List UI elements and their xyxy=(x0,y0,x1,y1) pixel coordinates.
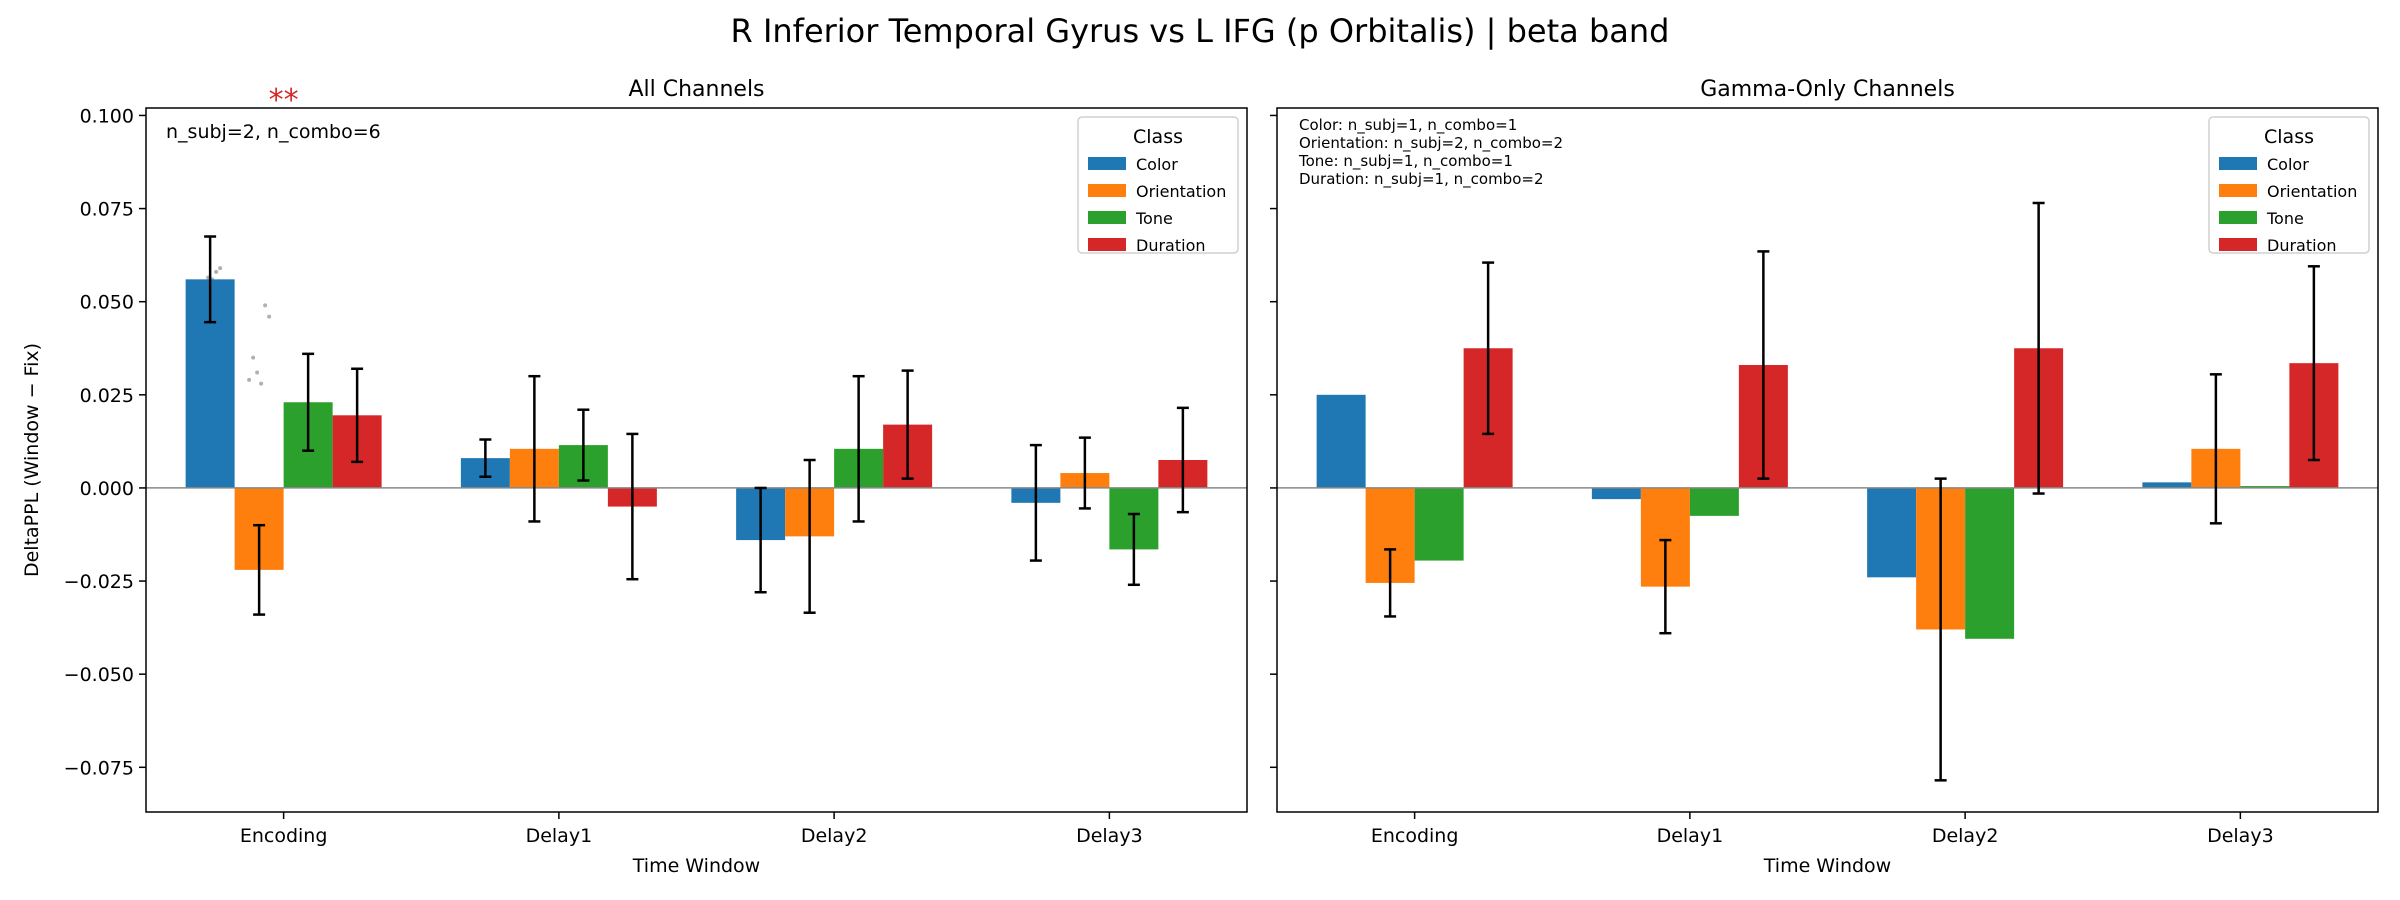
legend-swatch xyxy=(1088,157,1126,170)
data-point xyxy=(247,377,252,382)
data-point xyxy=(267,314,272,319)
y-tick-label: 0.050 xyxy=(80,292,134,314)
data-point xyxy=(214,269,219,274)
legend-label: Duration xyxy=(2267,236,2337,255)
bar-tone-delay3 xyxy=(2240,486,2290,488)
bar-tone-delay1 xyxy=(1689,487,1739,516)
axes-frame xyxy=(1276,107,2379,813)
n-annotation-line: Duration: n_subj=1, n_combo=2 xyxy=(1299,170,1544,189)
y-tick-label: 0.100 xyxy=(80,105,134,127)
x-tick-label: Delay3 xyxy=(2207,825,2274,847)
legend-label: Color xyxy=(1136,155,1178,174)
x-axis-label: Time Window xyxy=(1763,855,1891,877)
bar-color-encoding xyxy=(1316,394,1366,488)
legend-swatch xyxy=(1088,238,1126,251)
y-axis-label: DeltaPPL (Window − Fix) xyxy=(21,343,43,577)
x-tick-label: Delay2 xyxy=(801,825,868,847)
data-point xyxy=(259,381,264,386)
y-tick-label: −0.050 xyxy=(64,664,134,686)
legend-label: Tone xyxy=(1135,209,1173,228)
legend-swatch xyxy=(2219,157,2257,170)
legend-swatch xyxy=(1088,184,1126,197)
legend-label: Color xyxy=(2267,155,2309,174)
significance-marker: ** xyxy=(269,83,299,118)
x-tick-label: Delay2 xyxy=(1932,825,1999,847)
y-tick-label: −0.075 xyxy=(64,757,134,779)
legend-swatch xyxy=(1088,211,1126,224)
legend-swatch xyxy=(2219,184,2257,197)
x-tick-label: Encoding xyxy=(240,825,328,847)
legend-label: Orientation xyxy=(2267,182,2357,201)
axes-frame xyxy=(145,107,1248,813)
y-tick-label: 0.075 xyxy=(80,199,134,221)
legend-label: Duration xyxy=(1136,236,1206,255)
data-point xyxy=(251,355,256,360)
data-point xyxy=(263,303,268,308)
bar-tone-encoding xyxy=(1414,487,1464,561)
legend-swatch xyxy=(2219,211,2257,224)
n-annotation-line: Tone: n_subj=1, n_combo=1 xyxy=(1298,152,1513,171)
bar-color-delay1 xyxy=(1591,487,1641,500)
x-tick-label: Delay1 xyxy=(526,825,593,847)
n-annotation-line: Orientation: n_subj=2, n_combo=2 xyxy=(1299,134,1563,153)
y-tick-label: −0.025 xyxy=(64,571,134,593)
n-annotation-line: Color: n_subj=1, n_combo=1 xyxy=(1299,116,1517,135)
legend-label: Tone xyxy=(2266,209,2304,228)
bar-color-delay3 xyxy=(2142,482,2192,488)
data-point xyxy=(255,370,260,375)
y-tick-label: 0.025 xyxy=(80,385,134,407)
x-tick-label: Delay3 xyxy=(1076,825,1143,847)
x-tick-label: Delay1 xyxy=(1657,825,1724,847)
legend-title: Class xyxy=(2264,126,2314,148)
x-axis-label: Time Window xyxy=(632,855,760,877)
bar-color-delay2 xyxy=(1867,487,1917,578)
n-annotation: n_subj=2, n_combo=6 xyxy=(166,121,381,143)
legend-swatch xyxy=(2219,238,2257,251)
legend-title: Class xyxy=(1133,126,1183,148)
legend-label: Orientation xyxy=(1136,182,1226,201)
bar-tone-delay2 xyxy=(1965,487,2015,639)
data-point xyxy=(218,266,223,271)
figure-title: R Inferior Temporal Gyrus vs L IFG (p Or… xyxy=(730,12,1670,50)
panel-title: Gamma-Only Channels xyxy=(1700,77,1955,102)
panel-title: All Channels xyxy=(628,77,764,102)
y-tick-label: 0.000 xyxy=(80,478,134,500)
x-tick-label: Encoding xyxy=(1371,825,1459,847)
